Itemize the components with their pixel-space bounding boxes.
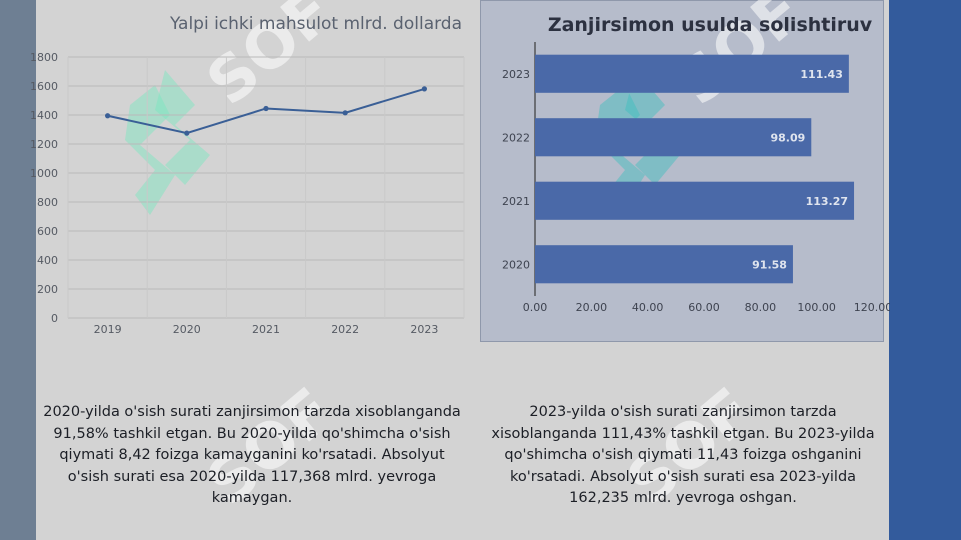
line-chart-title: Yalpi ichki mahsulot mlrd. dollarda xyxy=(169,14,463,34)
x-tick-label: 2021 xyxy=(252,323,280,336)
x-tick-label: 40.00 xyxy=(632,301,664,314)
right-side-band xyxy=(889,0,961,540)
bar-data-label: 91.58 xyxy=(752,258,787,271)
y-tick-label: 1000 xyxy=(30,167,58,180)
x-tick-label: 80.00 xyxy=(745,301,777,314)
bar-data-label: 113.27 xyxy=(806,195,848,208)
y-tick-label: 2021 xyxy=(502,195,530,208)
bar xyxy=(535,181,855,220)
left-side-band xyxy=(0,0,36,540)
x-tick-label: 2020 xyxy=(173,323,201,336)
line-chart: 0 200 400 600 800 1000 1200 1400 1600 1800 2019 202… xyxy=(30,51,465,336)
y-tick-label: 2020 xyxy=(502,258,530,271)
watermark-logo xyxy=(125,70,210,215)
x-tick-label: 20.00 xyxy=(576,301,608,314)
y-tick-label: 0 xyxy=(51,312,58,325)
y-tick-label: 400 xyxy=(37,254,58,267)
data-point xyxy=(184,130,190,136)
bar xyxy=(535,245,793,284)
bar-data-label: 111.43 xyxy=(800,68,842,81)
bar xyxy=(535,118,812,157)
y-tick-label: 1800 xyxy=(30,51,58,64)
y-tick-label: 1400 xyxy=(30,109,58,122)
left-caption: 2020-yilda o'sish surati zanjirsimon tar… xyxy=(43,404,461,506)
right-caption: 2023-yilda o'sish surati zanjirsimon tar… xyxy=(491,404,875,506)
x-tick-label: 2019 xyxy=(94,323,122,336)
y-tick-label: 1600 xyxy=(30,80,58,93)
bar-chart-title: Zanjirsimon usulda solishtiruv xyxy=(547,14,873,36)
y-tick-label: 800 xyxy=(37,196,58,209)
x-tick-label: 2022 xyxy=(331,323,359,336)
y-tick-label: 2022 xyxy=(502,131,530,144)
bar xyxy=(535,54,849,93)
y-tick-label: 2023 xyxy=(502,68,530,81)
y-tick-label: 200 xyxy=(37,283,58,296)
x-tick-label: 120.00 xyxy=(854,301,890,314)
x-tick-label: 0.00 xyxy=(523,301,548,314)
data-point xyxy=(421,86,427,92)
x-tick-label: 60.00 xyxy=(688,301,720,314)
bar-chart: 0.00 20.00 40.00 60.00 80.00 100.00 120.00 111.… xyxy=(502,42,890,314)
data-point xyxy=(105,113,111,119)
bar-data-label: 98.09 xyxy=(770,131,805,144)
y-tick-label: 600 xyxy=(37,225,58,238)
x-tick-label: 100.00 xyxy=(797,301,836,314)
y-tick-label: 1200 xyxy=(30,138,58,151)
data-point xyxy=(263,105,269,112)
x-tick-label: 2023 xyxy=(410,323,438,336)
data-point xyxy=(342,110,348,116)
